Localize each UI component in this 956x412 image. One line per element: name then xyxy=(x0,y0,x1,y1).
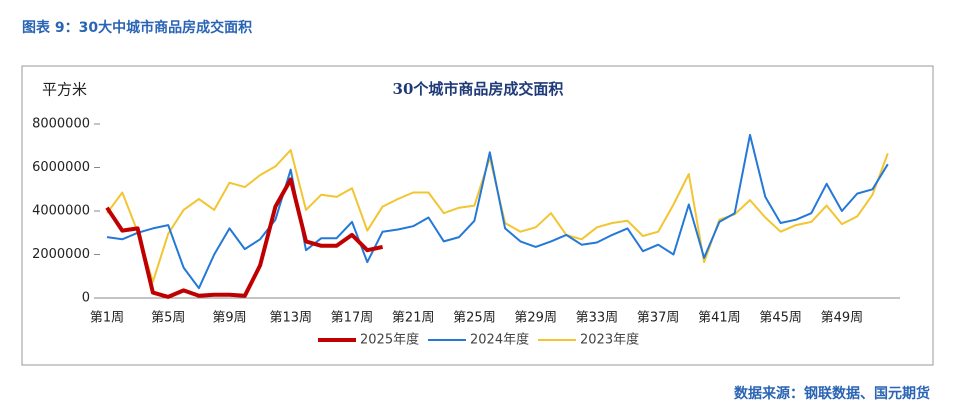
series-line xyxy=(106,133,889,290)
x-tick-label: 第1周 xyxy=(90,311,124,326)
y-tick-label: 0 xyxy=(82,291,90,306)
x-tick-label: 第45周 xyxy=(759,311,802,326)
series-line xyxy=(106,149,889,283)
source: 数据来源：钢联数据、国元期货 xyxy=(734,385,930,402)
y-tick-label: 4000000 xyxy=(32,204,90,219)
y-tick-label: 8000000 xyxy=(32,117,90,132)
legend-label: 2025年度 xyxy=(360,332,419,348)
x-tick-label: 第9周 xyxy=(212,311,246,326)
x-tick-label: 第5周 xyxy=(151,311,185,326)
y-tick-label: 6000000 xyxy=(32,160,90,175)
x-tick-label: 第17周 xyxy=(331,311,374,326)
x-tick-label: 第37周 xyxy=(637,311,680,326)
x-tick-label: 第25周 xyxy=(453,311,496,326)
x-tick-label: 第21周 xyxy=(392,311,435,326)
frame xyxy=(21,65,934,366)
x-tick-label: 第49周 xyxy=(821,311,864,326)
chart-title: 30个城市商品房成交面积 xyxy=(393,80,564,98)
x-tick-label: 第33周 xyxy=(576,311,619,326)
x-tick-label: 第13周 xyxy=(269,311,312,326)
y-tick-label: 2000000 xyxy=(32,247,90,262)
legend-label: 2024年度 xyxy=(470,332,529,348)
header: 图表 9：30大中城市商品房成交面积 xyxy=(22,19,252,36)
series-line xyxy=(105,177,384,299)
legend-label: 2023年度 xyxy=(580,332,639,348)
x-tick-label: 第29周 xyxy=(514,311,557,326)
y-axis-label: 平方米 xyxy=(42,81,87,99)
x-tick-label: 第41周 xyxy=(698,311,741,326)
